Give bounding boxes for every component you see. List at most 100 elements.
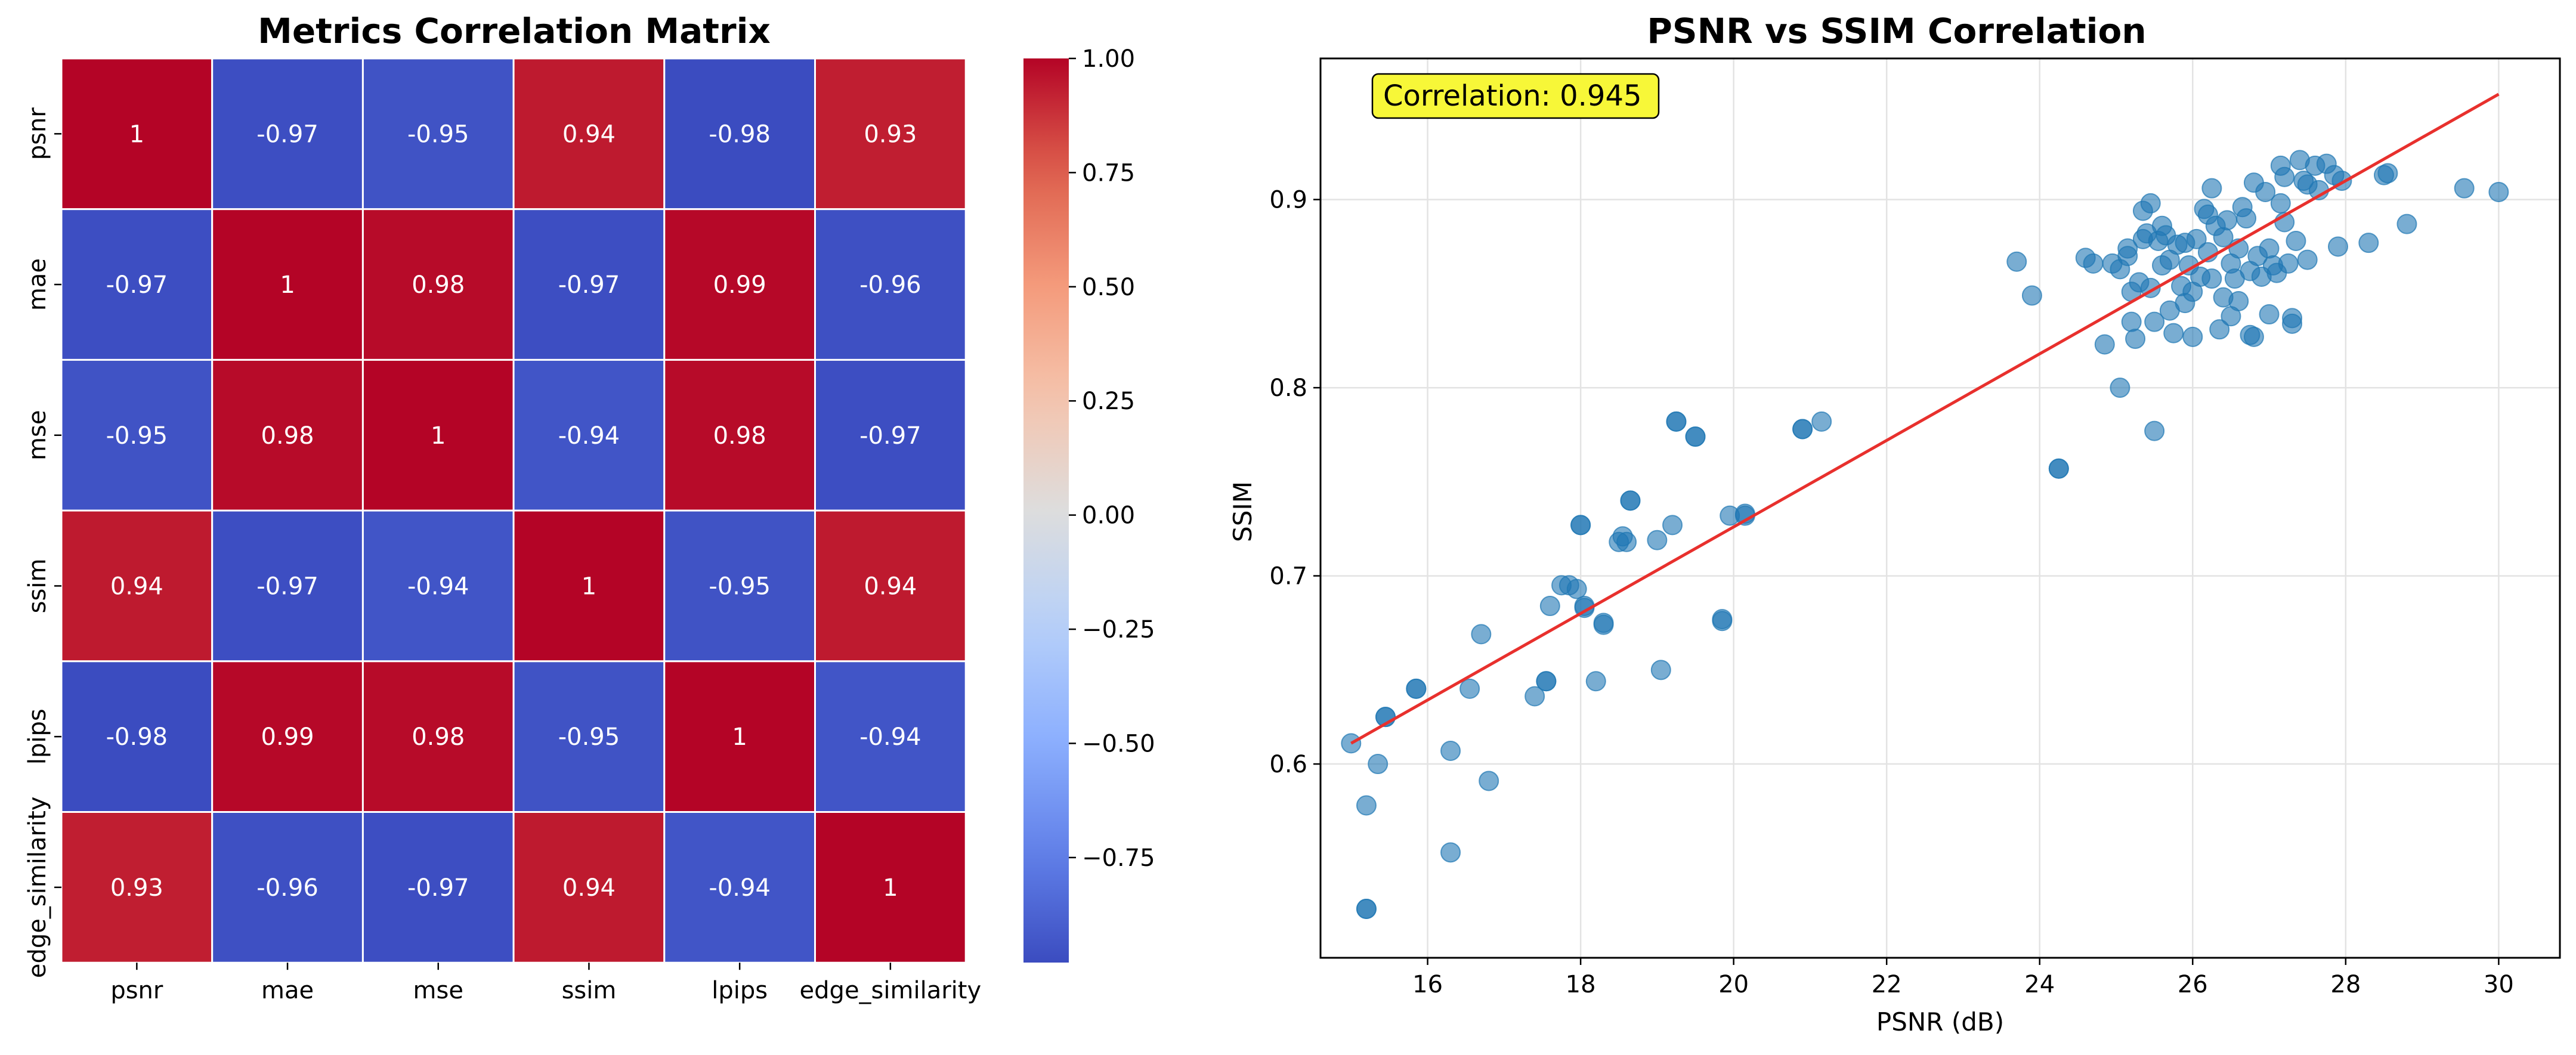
scatter-point xyxy=(2144,420,2165,441)
heatmap-title: Metrics Correlation Matrix xyxy=(258,11,771,51)
scatter-point xyxy=(2396,214,2417,234)
y-tick-label: 0.8 xyxy=(1269,375,1307,402)
heatmap-cell-label: -0.97 xyxy=(106,271,168,299)
heatmap-cell-label: -0.98 xyxy=(106,723,168,751)
heatmap-cell xyxy=(512,57,666,211)
regression-line xyxy=(1350,92,2500,745)
col-tick-label: psnr xyxy=(110,977,163,1004)
scatter-point xyxy=(1616,531,1637,552)
colorbar-tick-label: 1.00 xyxy=(1082,45,1135,73)
heatmap-cell xyxy=(361,509,515,663)
scatter-point xyxy=(2286,231,2306,252)
scatter-point xyxy=(1650,660,1671,680)
heatmap-cell xyxy=(512,208,666,361)
heatmap-cell-label: 0.94 xyxy=(864,573,917,600)
scatter-point xyxy=(1566,578,1587,599)
scatter-point xyxy=(2278,253,2299,274)
heatmap-cell xyxy=(512,509,666,663)
scatter-point xyxy=(2377,163,2398,184)
heatmap-cell-label: -0.94 xyxy=(407,573,469,600)
heatmap-cell-label: -0.97 xyxy=(407,874,469,902)
scatter-point xyxy=(2243,326,2264,347)
heatmap-cell xyxy=(60,57,214,211)
heatmap-cell xyxy=(814,57,967,211)
scatter-point xyxy=(1536,671,1557,692)
scatter-point xyxy=(2358,233,2379,253)
scatter-point xyxy=(1440,740,1461,761)
heatmap-cell xyxy=(663,660,817,813)
scatter-point xyxy=(2274,166,2295,187)
heatmap-cell-label: -0.94 xyxy=(558,422,620,450)
scatter-point xyxy=(1570,515,1591,536)
heatmap-cell-label: 1 xyxy=(582,573,596,600)
heatmap-cell xyxy=(60,509,214,663)
heatmap-cell-label: -0.95 xyxy=(106,422,168,450)
scatter-point xyxy=(2259,238,2280,259)
scatter-point xyxy=(2454,178,2475,199)
scatter-point xyxy=(1811,411,1832,432)
scatter-point xyxy=(1479,771,1499,791)
scatter-point xyxy=(1406,678,1427,699)
scatter-point xyxy=(2125,329,2146,349)
heatmap-cell-label: -0.94 xyxy=(709,874,771,902)
heatmap-cell-label: 0.99 xyxy=(713,271,766,299)
heatmap-cell-label: -0.97 xyxy=(859,422,921,450)
heatmap-cell-label: 1 xyxy=(431,422,446,450)
heatmap-cell xyxy=(663,509,817,663)
scatter-point xyxy=(1539,596,1560,617)
scatter-point xyxy=(2163,323,2184,344)
heatmap-cell-label: 0.98 xyxy=(713,422,766,450)
scatter-point xyxy=(2186,228,2207,249)
heatmap-cell xyxy=(211,358,364,512)
heatmap-cell xyxy=(814,811,967,964)
scatter-point xyxy=(1593,614,1614,635)
colorbar-tick-label: −0.50 xyxy=(1082,730,1155,757)
scatter-point xyxy=(2236,208,2257,229)
heatmap-cell-label: -0.97 xyxy=(256,120,318,148)
x-tick-label: 30 xyxy=(2484,971,2514,998)
scatter-point xyxy=(1440,842,1461,863)
x-tick-label: 26 xyxy=(2178,971,2208,998)
scatter-point xyxy=(2201,178,2222,199)
heatmap-cell-label: -0.96 xyxy=(256,874,318,902)
scatter-point xyxy=(2217,210,2238,231)
scatter-point xyxy=(2110,378,2130,398)
scatter-point xyxy=(1471,624,1492,645)
x-tick-label: 22 xyxy=(1872,971,1902,998)
scatter-point xyxy=(2140,193,2161,214)
y-tick-label: 0.9 xyxy=(1269,187,1307,214)
scatter-point xyxy=(2117,246,2138,267)
scatter-point xyxy=(2201,268,2222,289)
heatmap-cell-label: 0.94 xyxy=(562,120,616,148)
scatter-point xyxy=(2144,311,2165,332)
y-axis-label: SSIM xyxy=(1228,481,1257,542)
row-tick-label: ssim xyxy=(24,559,51,614)
scatter-point xyxy=(1620,490,1641,511)
scatter-point xyxy=(2182,326,2203,347)
heatmap-cell-label: 0.99 xyxy=(261,723,314,751)
scatter-point xyxy=(2083,253,2104,274)
heatmap-cell-label: 0.98 xyxy=(261,422,314,450)
scatter-point xyxy=(1585,671,1606,692)
correlation-annotation: Correlation: 0.945 xyxy=(1371,73,1660,119)
heatmap-cell-label: -0.95 xyxy=(709,573,771,600)
col-tick-label: ssim xyxy=(562,977,617,1004)
heatmap-cell-label: -0.98 xyxy=(709,120,771,148)
heatmap-cell xyxy=(814,358,967,512)
heatmap-cell xyxy=(814,509,967,663)
scatter-plot: PSNR vs SSIM Correlation 16 18 20 22 24 26 28 3… xyxy=(1228,11,2561,1037)
heatmap-cell xyxy=(814,208,967,361)
scatter-point xyxy=(1792,419,1813,440)
col-tick-label: lpips xyxy=(712,977,768,1004)
colorbar-tick-label: 0.00 xyxy=(1082,502,1135,530)
scatter-point xyxy=(1647,530,1668,550)
colorbar-tick-label: 0.75 xyxy=(1082,159,1135,187)
heatmap-cell xyxy=(211,208,364,361)
heatmap-cell xyxy=(361,57,515,211)
scatter-point xyxy=(2209,319,2230,340)
colorbar-tick-label: 0.50 xyxy=(1082,274,1135,301)
heatmap-cell-label: 0.93 xyxy=(110,874,163,902)
heatmap-cell xyxy=(663,811,817,964)
heatmap-cell xyxy=(60,811,214,964)
heatmap-cell-label: -0.95 xyxy=(558,723,620,751)
